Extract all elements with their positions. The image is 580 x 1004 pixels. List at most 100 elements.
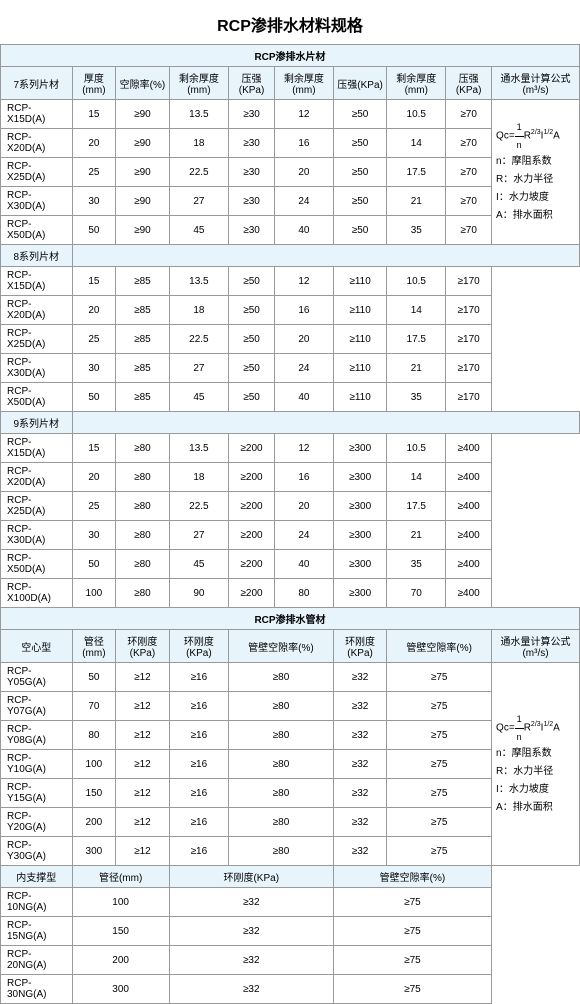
cell: 21 bbox=[387, 187, 446, 216]
formula-a: A：排水面积 bbox=[496, 207, 575, 225]
cell-name: RCP-Y08G(A) bbox=[1, 721, 73, 750]
cell: ≥90 bbox=[116, 158, 169, 187]
cell: ≥110 bbox=[333, 296, 386, 325]
cell: ≥110 bbox=[333, 383, 386, 412]
cell-name: RCP-X15D(A) bbox=[1, 267, 73, 296]
cell: ≥90 bbox=[116, 100, 169, 129]
cell: ≥200 bbox=[229, 492, 275, 521]
cell: ≥75 bbox=[387, 721, 492, 750]
cell-name: RCP-10NG(A) bbox=[1, 888, 73, 917]
cell: 100 bbox=[72, 888, 169, 917]
cell-name: RCP-X20D(A) bbox=[1, 463, 73, 492]
cell: 22.5 bbox=[169, 158, 228, 187]
cell: ≥300 bbox=[333, 463, 386, 492]
cell: 50 bbox=[72, 383, 116, 412]
cell: 12 bbox=[274, 267, 333, 296]
col-thickness: 厚度(mm) bbox=[72, 67, 116, 100]
col-flow: 通水量计算公式(m³/s) bbox=[492, 67, 580, 100]
cell: ≥400 bbox=[446, 521, 492, 550]
cell: ≥110 bbox=[333, 267, 386, 296]
cell: ≥300 bbox=[333, 492, 386, 521]
cell: ≥80 bbox=[116, 434, 169, 463]
cell: ≥32 bbox=[169, 946, 333, 975]
cell: 13.5 bbox=[169, 100, 228, 129]
cell: 18 bbox=[169, 463, 228, 492]
cell: ≥200 bbox=[229, 579, 275, 608]
cell: 12 bbox=[274, 434, 333, 463]
cell: ≥90 bbox=[116, 187, 169, 216]
cell: ≥80 bbox=[116, 521, 169, 550]
table-row: RCP-X50D(A)50≥8045≥20040≥30035≥400 bbox=[1, 550, 580, 579]
table-row: RCP-Y05G(A)50≥12≥16≥80≥32≥75Qc=1nR2/3I1/… bbox=[1, 663, 580, 692]
cell: 16 bbox=[274, 296, 333, 325]
cell: ≥90 bbox=[116, 129, 169, 158]
cell: ≥400 bbox=[446, 463, 492, 492]
cell: ≥400 bbox=[446, 579, 492, 608]
cell: ≥170 bbox=[446, 296, 492, 325]
cell: ≥32 bbox=[333, 779, 386, 808]
cell: 35 bbox=[387, 216, 446, 245]
cell: ≥85 bbox=[116, 325, 169, 354]
table-row: RCP-X15D(A)15≥9013.5≥3012≥5010.5≥70Qc=1n… bbox=[1, 100, 580, 129]
cell-name: RCP-X25D(A) bbox=[1, 492, 73, 521]
cell: 100 bbox=[72, 750, 116, 779]
cell: ≥12 bbox=[116, 721, 169, 750]
cell: ≥50 bbox=[333, 216, 386, 245]
table-row: RCP-10NG(A)100≥32≥75 bbox=[1, 888, 580, 917]
cell: ≥75 bbox=[333, 946, 491, 975]
col-stiff: 环刚度(KPa) bbox=[333, 630, 386, 663]
cell: ≥80 bbox=[229, 750, 334, 779]
col-press: 压强(KPa) bbox=[333, 67, 386, 100]
cell: ≥12 bbox=[116, 837, 169, 866]
cell: ≥170 bbox=[446, 325, 492, 354]
cell: 20 bbox=[274, 492, 333, 521]
cell: ≥50 bbox=[229, 296, 275, 325]
cell: 50 bbox=[72, 663, 116, 692]
cell: 30 bbox=[72, 187, 116, 216]
cell-name: RCP-Y20G(A) bbox=[1, 808, 73, 837]
cell: ≥16 bbox=[169, 808, 228, 837]
cell: ≥110 bbox=[333, 354, 386, 383]
cell: ≥32 bbox=[169, 888, 333, 917]
cell: 20 bbox=[72, 463, 116, 492]
cell: 45 bbox=[169, 383, 228, 412]
col-hollow: 空心型 bbox=[1, 630, 73, 663]
cell: 150 bbox=[72, 779, 116, 808]
cell: ≥70 bbox=[446, 158, 492, 187]
table-row: RCP-20NG(A)200≥32≥75 bbox=[1, 946, 580, 975]
formula-qc: Qc=1nR2/3I1/2A bbox=[496, 119, 575, 152]
cell: 17.5 bbox=[387, 492, 446, 521]
cell: ≥170 bbox=[446, 383, 492, 412]
cell: 24 bbox=[274, 521, 333, 550]
cell-name: RCP-X25D(A) bbox=[1, 158, 73, 187]
cell: ≥170 bbox=[446, 354, 492, 383]
formula-qc: Qc=1nR2/3I1/2A bbox=[496, 711, 575, 744]
cell: ≥32 bbox=[169, 917, 333, 946]
cell: 10.5 bbox=[387, 267, 446, 296]
cell-name: RCP-Y05G(A) bbox=[1, 663, 73, 692]
col-press: 压强(KPa) bbox=[229, 67, 275, 100]
cell: 45 bbox=[169, 550, 228, 579]
cell: ≥300 bbox=[333, 521, 386, 550]
cell: ≥50 bbox=[333, 158, 386, 187]
cell: ≥12 bbox=[116, 779, 169, 808]
cell: ≥16 bbox=[169, 663, 228, 692]
cell-name: RCP-20NG(A) bbox=[1, 946, 73, 975]
table-row: RCP-15NG(A)150≥32≥75 bbox=[1, 917, 580, 946]
cell: 13.5 bbox=[169, 434, 228, 463]
col-series8: 8系列片材 bbox=[1, 245, 73, 267]
cell-name: RCP-Y30G(A) bbox=[1, 837, 73, 866]
cell: ≥90 bbox=[116, 216, 169, 245]
cell: ≥32 bbox=[169, 975, 333, 1004]
cell: ≥80 bbox=[229, 808, 334, 837]
cell: ≥75 bbox=[387, 779, 492, 808]
cell: ≥75 bbox=[333, 888, 491, 917]
cell-name: RCP-X25D(A) bbox=[1, 325, 73, 354]
cell: 21 bbox=[387, 521, 446, 550]
cell: 15 bbox=[72, 100, 116, 129]
cell: ≥200 bbox=[229, 550, 275, 579]
pipe-section-title: RCP渗排水管材 bbox=[1, 608, 580, 630]
cell: ≥300 bbox=[333, 579, 386, 608]
formula-i: I：水力坡度 bbox=[496, 781, 575, 799]
cell-name: RCP-X20D(A) bbox=[1, 296, 73, 325]
